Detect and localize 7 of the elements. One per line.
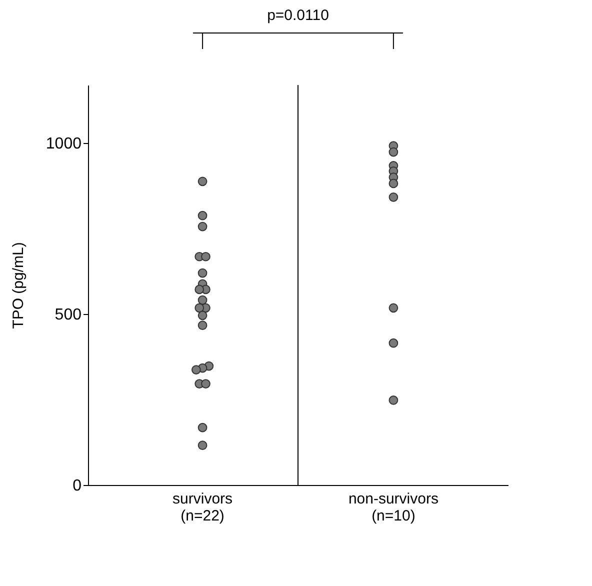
y-tick-label: 500	[54, 306, 82, 324]
y-tick-label: 1000	[46, 136, 82, 153]
y-axis-title: TPO (pg/mL)	[10, 242, 27, 329]
y-tick-label: 0	[72, 478, 82, 494]
text: p=0.0110	[267, 7, 329, 24]
x-tick-label: non-survivors (n=10)	[348, 490, 438, 524]
x-tick-label: survivors (n=22)	[172, 490, 233, 524]
